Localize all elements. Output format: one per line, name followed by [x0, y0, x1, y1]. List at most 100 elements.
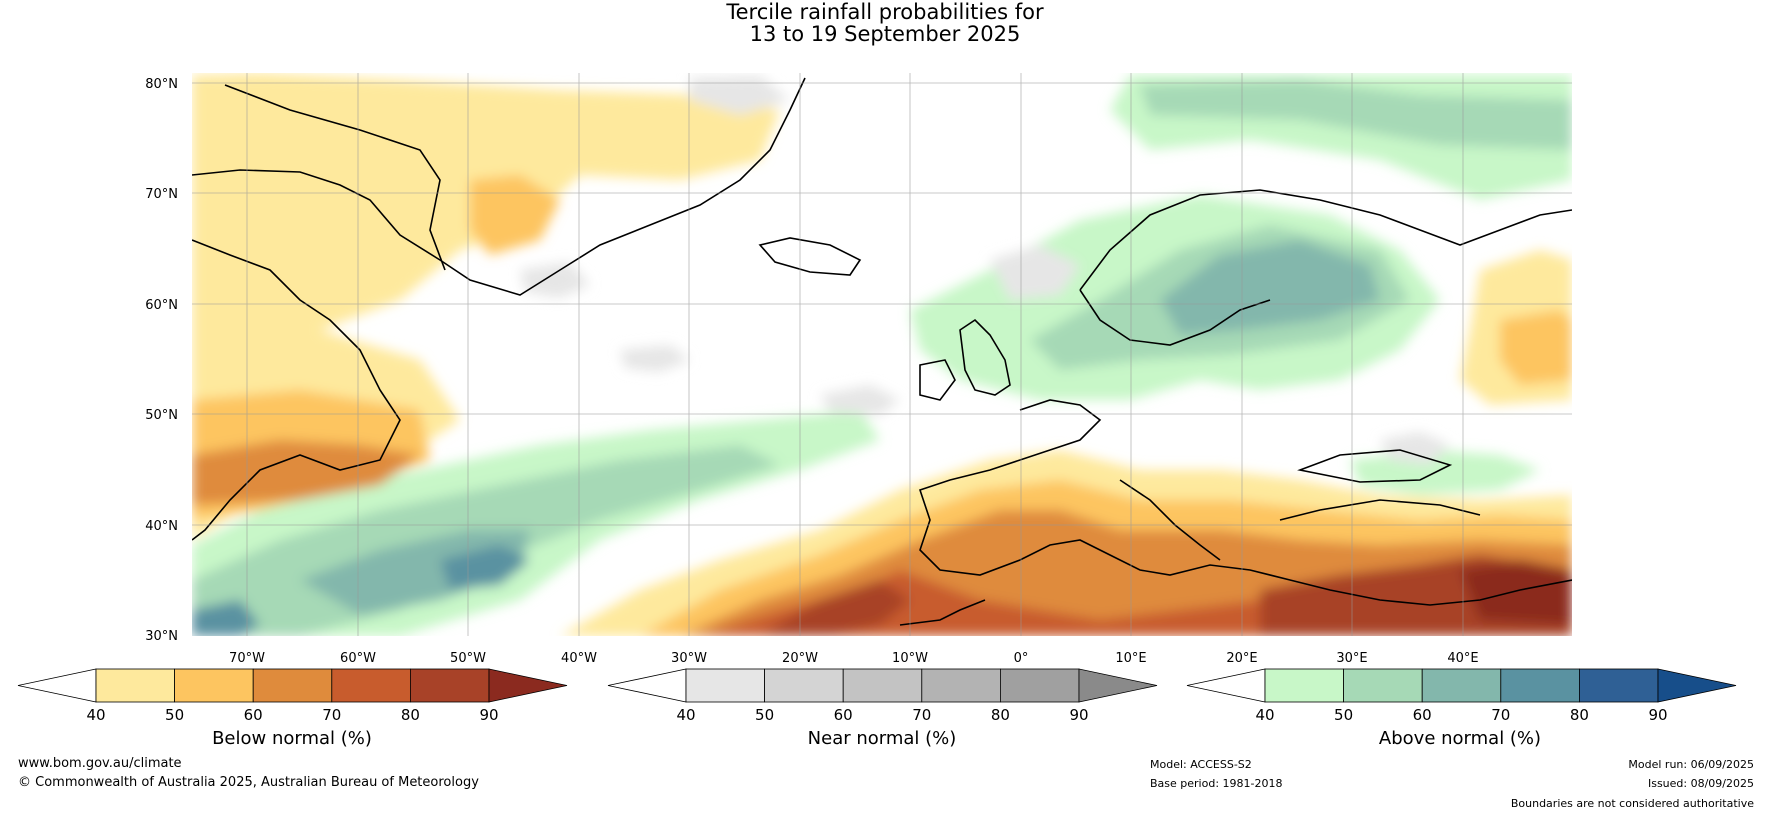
near-normal-region [690, 76, 790, 115]
colorbars: 40 50 60 70 80 90 40 50 60 70 80 90 40 50 60 70 80 90 [17, 668, 1737, 724]
below-normal-region [1460, 560, 1572, 625]
lat-label: 60°N [145, 298, 178, 313]
colorbar-extend-low [1186, 668, 1266, 703]
colorbar-bin [95, 668, 175, 703]
lon-label: 20°W [782, 651, 818, 666]
colorbar-tick-label: 70 [1491, 706, 1510, 724]
colorbar-tick-label: 40 [1255, 706, 1274, 724]
lat-label: 30°N [145, 629, 178, 644]
great-britain-coast [959, 318, 1011, 396]
colorbar-extend-high [488, 668, 568, 703]
disclaimer-text: Boundaries are not considered authoritat… [1510, 797, 1754, 810]
below-normal-colorbar: 40 50 60 70 80 90 [17, 668, 568, 724]
black-sea-coast [1279, 499, 1481, 521]
north-africa-coast [899, 599, 986, 626]
colorbar-bin [764, 668, 844, 703]
colorbar-tick-label: 60 [1413, 706, 1432, 724]
above-normal-region [1160, 240, 1380, 335]
above-normal-colorbar: 40 50 60 70 80 90 [1186, 668, 1737, 724]
colorbar-tick-label: 80 [991, 706, 1010, 724]
colorbar-bin [1264, 668, 1344, 703]
lon-label: 70°W [229, 651, 265, 666]
colorbar-bin [252, 668, 333, 703]
lon-label: 60°W [340, 651, 376, 666]
colorbar-bin [331, 668, 411, 703]
above-normal-region [440, 545, 530, 590]
near-normal-colorbar-label: Near normal (%) [807, 728, 957, 749]
colorbar-tick-label: 90 [479, 706, 498, 724]
colorbar-bin [1421, 668, 1502, 703]
map-title-line1: Tercile rainfall probabilities for [726, 0, 1044, 24]
above-normal-region [192, 600, 260, 636]
colorbar-tick-label: 40 [676, 706, 695, 724]
below-normal-region [192, 440, 420, 505]
probability-field [192, 73, 1572, 636]
colorbar-bin [842, 668, 923, 703]
colorbar-tick-label: 90 [1648, 706, 1667, 724]
model-text: Model: ACCESS-S2 [1150, 758, 1252, 771]
near-normal-region [1380, 432, 1450, 465]
near-normal-colorbar: 40 50 60 70 80 90 [607, 668, 1158, 724]
base-period-text: Base period: 1981-2018 [1150, 777, 1283, 790]
europe-mediterranean-coast [918, 399, 1572, 606]
below-normal-region [470, 175, 560, 255]
below-normal-colorbar-label: Below normal (%) [212, 728, 372, 749]
colorbar-extend-high [1657, 668, 1737, 703]
lon-label: 40°E [1447, 651, 1478, 666]
below-normal-region [760, 580, 910, 636]
north-america-coast [192, 239, 401, 541]
lat-label: 40°N [145, 519, 178, 534]
colorbar-bin [1343, 668, 1423, 703]
colorbar-tick-label: 70 [322, 706, 341, 724]
colorbar-bin [174, 668, 254, 703]
lon-label: 20°E [1226, 651, 1257, 666]
lon-label: 30°E [1336, 651, 1367, 666]
above-normal-region [1350, 450, 1540, 495]
website-text: www.bom.gov.au/climate [18, 756, 182, 771]
colorbar-bin [1500, 668, 1580, 703]
lon-label: 10°W [892, 651, 928, 666]
map-area [192, 73, 1572, 636]
gridlines [192, 73, 1572, 636]
model-run-text: Model run: 06/09/2025 [1628, 758, 1754, 771]
lon-label: 30°W [671, 651, 707, 666]
near-normal-region [520, 262, 590, 298]
colorbar-tick-label: 60 [834, 706, 853, 724]
lon-label: 50°W [450, 651, 486, 666]
baltic-coast [1079, 289, 1271, 346]
colorbar-extend-low [17, 668, 97, 703]
colorbar-bin [409, 668, 490, 703]
lat-label: 70°N [145, 187, 178, 202]
colorbar-tick-label: 50 [755, 706, 774, 724]
latitude-labels: 80°N 70°N 60°N 50°N 40°N 30°N [145, 77, 178, 644]
lon-label: 10°E [1115, 651, 1146, 666]
map-title-line2: 13 to 19 September 2025 [749, 22, 1021, 46]
colorbar-tick-label: 50 [1334, 706, 1353, 724]
colorbar-bin [921, 668, 1001, 703]
lon-label: 40°W [561, 651, 597, 666]
below-normal-region [1500, 310, 1572, 385]
copyright-text: © Commonwealth of Australia 2025, Austra… [18, 775, 479, 790]
above-normal-region [300, 530, 530, 615]
colorbar-tick-label: 80 [401, 706, 420, 724]
issued-text: Issued: 08/09/2025 [1647, 777, 1754, 790]
above-normal-region [1140, 80, 1572, 150]
colorbar-bin [1579, 668, 1659, 703]
above-normal-colorbar-label: Above normal (%) [1378, 728, 1542, 749]
near-normal-region [820, 385, 900, 415]
ireland-coast [919, 359, 956, 401]
lon-label: 0° [1014, 651, 1029, 666]
colorbar-extend-low [607, 668, 687, 703]
near-normal-region [620, 345, 690, 372]
black-sea [1297, 449, 1453, 483]
colorbar-extend-high [1078, 668, 1158, 703]
colorbar-tick-label: 70 [912, 706, 931, 724]
colorbar-bin [1000, 668, 1080, 703]
colorbar-tick-label: 90 [1069, 706, 1088, 724]
colorbar-tick-label: 60 [244, 706, 263, 724]
colorbar-tick-label: 80 [1570, 706, 1589, 724]
scandinavia-coast [1079, 189, 1572, 291]
colorbar-tick-label: 50 [165, 706, 184, 724]
near-normal-region [990, 245, 1080, 300]
